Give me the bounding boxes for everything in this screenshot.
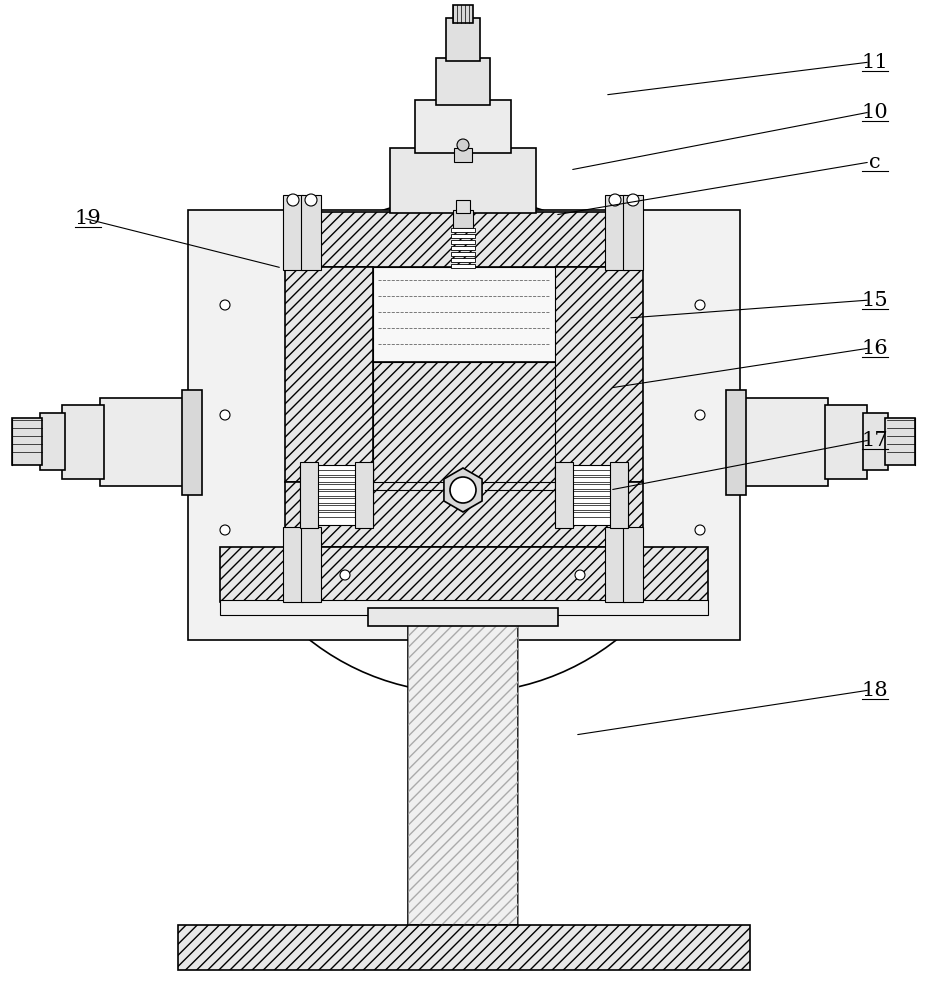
Bar [355,462,373,528]
Bar [446,18,480,61]
Bar [415,100,511,153]
Bar [368,608,558,626]
Circle shape [287,194,299,206]
Bar [12,418,42,465]
Bar [623,195,643,270]
Bar [283,195,303,270]
Bar [559,477,624,482]
Text: 19: 19 [75,209,101,228]
Text: 18: 18 [862,680,888,700]
Bar [559,512,624,517]
Circle shape [695,525,705,535]
Circle shape [340,570,350,580]
Bar [456,200,470,213]
Text: 17: 17 [862,430,888,450]
Circle shape [695,300,705,310]
Bar [300,462,318,528]
Text: c: c [870,152,881,172]
Bar [188,210,740,640]
Bar [436,58,490,105]
Bar [40,413,65,470]
Circle shape [575,570,585,580]
Bar [454,148,472,162]
Bar [559,491,624,496]
Circle shape [220,300,230,310]
Circle shape [305,194,317,206]
Bar [885,418,915,465]
Bar [304,477,369,482]
Bar [285,267,373,482]
Bar [745,398,828,486]
Bar [610,462,628,528]
Bar [451,228,475,232]
Bar [451,258,475,262]
Bar [451,264,475,268]
Bar [304,470,369,475]
Bar [451,240,475,244]
Bar [300,465,373,525]
Bar [825,405,867,479]
Bar [304,491,369,496]
Text: 15: 15 [862,290,888,310]
Circle shape [627,194,639,206]
Bar [100,398,183,486]
Bar [182,390,202,495]
Polygon shape [444,468,482,512]
Circle shape [215,197,711,693]
Circle shape [695,410,705,420]
Bar [178,925,750,970]
Bar [220,600,708,615]
Bar [304,498,369,503]
Bar [62,405,104,479]
Bar [390,148,536,213]
Bar [301,195,321,270]
Bar [555,465,628,525]
Bar [451,234,475,238]
Circle shape [220,410,230,420]
Bar [559,484,624,489]
Bar [283,527,303,602]
Bar [555,267,643,482]
Bar [304,512,369,517]
Bar [559,505,624,510]
Circle shape [450,477,476,503]
Bar [863,413,888,470]
Bar [726,390,746,495]
Bar [373,362,555,482]
Bar [559,498,624,503]
Bar [304,505,369,510]
Bar [285,482,643,547]
Text: 10: 10 [861,103,888,121]
Text: 11: 11 [861,52,888,72]
Bar [453,210,473,228]
Bar [301,527,321,602]
Circle shape [457,139,469,151]
Bar [304,484,369,489]
Text: 16: 16 [862,338,888,358]
Bar [605,527,625,602]
Bar [555,462,573,528]
Circle shape [220,525,230,535]
Bar [408,615,518,925]
Bar [559,470,624,475]
Circle shape [609,194,621,206]
Bar [408,615,518,925]
Bar [453,5,473,23]
Bar [605,195,625,270]
Bar [623,527,643,602]
Bar [451,246,475,250]
Bar [451,252,475,256]
Bar [220,547,708,602]
Bar [373,267,555,362]
Bar [285,212,643,267]
